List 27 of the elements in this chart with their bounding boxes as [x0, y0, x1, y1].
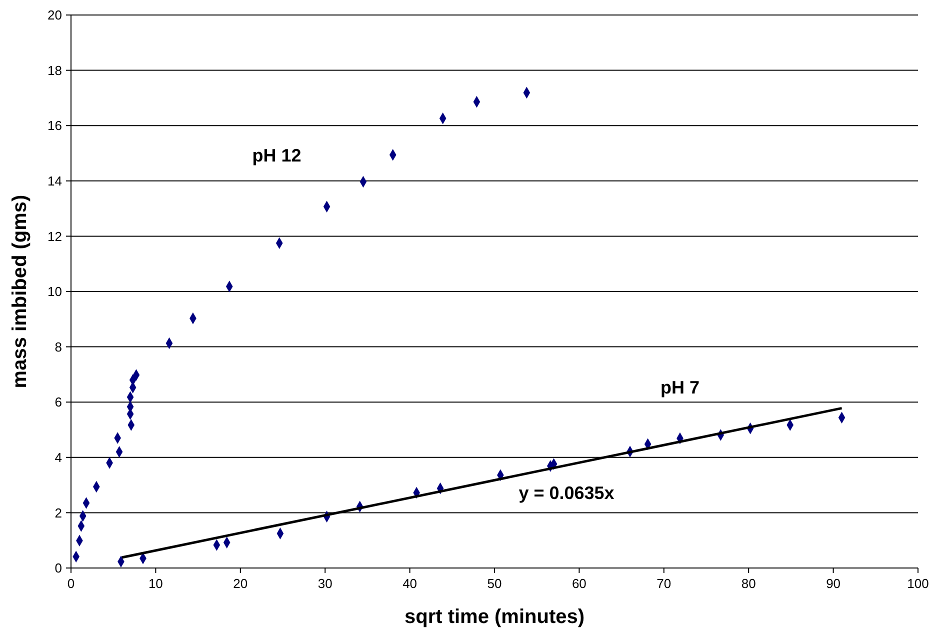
x-tick-label: 90 — [826, 576, 841, 591]
text: pH 12 — [252, 146, 302, 166]
x-tick-label: 80 — [741, 576, 756, 591]
x-tick-label: 0 — [67, 576, 75, 591]
y-tick-label: 10 — [48, 284, 62, 300]
x-tick-label: 60 — [572, 576, 586, 591]
y-tick-label: 20 — [48, 8, 62, 23]
x-tick-label: 70 — [656, 576, 672, 591]
y-tick-label: 6 — [54, 394, 62, 410]
x-tick-label: 40 — [402, 576, 418, 591]
y-tick-label: 14 — [48, 173, 62, 188]
y-tick-label: 12 — [48, 228, 62, 244]
x-tick-label: 30 — [318, 576, 332, 591]
x-tick-label: 20 — [233, 576, 248, 591]
x-tick-label: 10 — [148, 576, 163, 591]
x-axis-title: sqrt time (minutes) — [404, 606, 585, 628]
y-tick-label: 0 — [54, 560, 62, 576]
y-tick-label: 18 — [48, 62, 62, 78]
y-tick-label: 16 — [48, 118, 62, 134]
annotation: y = 0.0635x — [518, 482, 614, 503]
y-tick-label: 8 — [54, 339, 62, 354]
x-tick-label: 100 — [907, 576, 929, 591]
text: pH 7 — [660, 377, 700, 398]
y-axis-title: mass imbibed (gms) — [9, 194, 31, 388]
y-tick-label: 2 — [54, 505, 62, 520]
y-tick-label: 4 — [54, 450, 62, 465]
x-tick-label: 50 — [487, 576, 502, 591]
